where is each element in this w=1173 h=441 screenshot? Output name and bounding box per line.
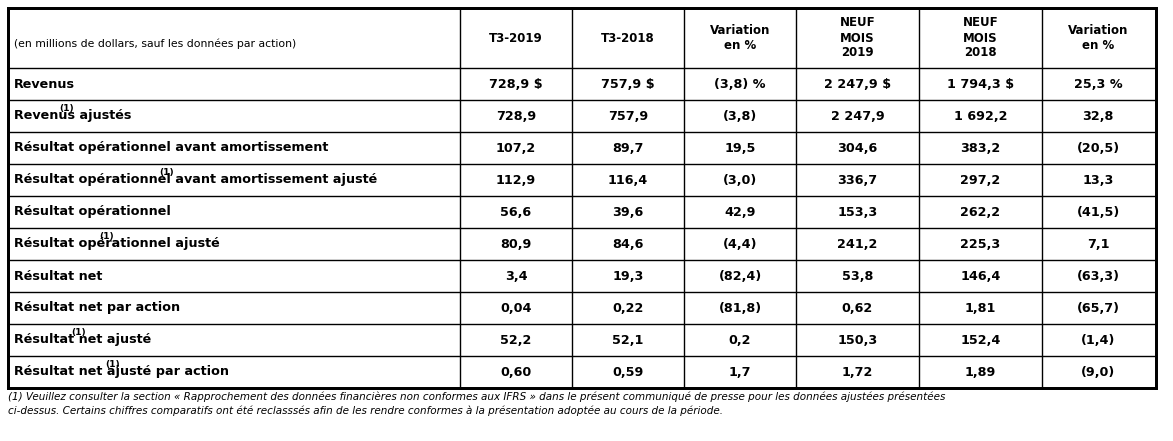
- Text: 1 692,2: 1 692,2: [954, 109, 1008, 123]
- Text: NEUF
MOIS
2018: NEUF MOIS 2018: [963, 16, 998, 60]
- Text: 1,81: 1,81: [965, 302, 996, 314]
- Text: (1): (1): [99, 232, 114, 242]
- Text: 757,9 $: 757,9 $: [602, 78, 655, 90]
- Text: 19,5: 19,5: [724, 142, 755, 154]
- Text: 19,3: 19,3: [612, 269, 644, 283]
- Bar: [8, 8, 1157, 388]
- Text: (82,4): (82,4): [718, 269, 761, 283]
- Text: 112,9: 112,9: [496, 173, 536, 187]
- Text: 53,8: 53,8: [842, 269, 873, 283]
- Text: 7,1: 7,1: [1086, 238, 1110, 250]
- Text: 52,2: 52,2: [501, 333, 531, 347]
- Text: 1,89: 1,89: [965, 366, 996, 378]
- Text: Résultat net: Résultat net: [14, 269, 102, 283]
- Text: 297,2: 297,2: [961, 173, 1001, 187]
- Text: 336,7: 336,7: [838, 173, 877, 187]
- Text: 304,6: 304,6: [838, 142, 877, 154]
- Text: Variation
en %: Variation en %: [710, 24, 771, 52]
- Text: 39,6: 39,6: [612, 206, 644, 218]
- Text: 107,2: 107,2: [496, 142, 536, 154]
- Text: NEUF
MOIS
2019: NEUF MOIS 2019: [840, 16, 875, 60]
- Text: 3,4: 3,4: [504, 269, 528, 283]
- Text: 1,7: 1,7: [728, 366, 751, 378]
- Text: (1) Veuillez consulter la section « Rapprochement des données financières non co: (1) Veuillez consulter la section « Rapp…: [8, 392, 945, 403]
- Text: 0,59: 0,59: [612, 366, 644, 378]
- Text: 42,9: 42,9: [724, 206, 755, 218]
- Text: 1,72: 1,72: [842, 366, 873, 378]
- Text: 89,7: 89,7: [612, 142, 644, 154]
- Text: (3,8) %: (3,8) %: [714, 78, 766, 90]
- Text: 25,3 %: 25,3 %: [1073, 78, 1123, 90]
- Text: ci-dessus. Certains chiffres comparatifs ont été reclasssés afin de les rendre c: ci-dessus. Certains chiffres comparatifs…: [8, 405, 723, 415]
- Text: 0,62: 0,62: [842, 302, 873, 314]
- Text: 0,22: 0,22: [612, 302, 644, 314]
- Text: 0,60: 0,60: [501, 366, 531, 378]
- Text: 150,3: 150,3: [838, 333, 877, 347]
- Text: (1): (1): [60, 105, 74, 113]
- Text: 241,2: 241,2: [838, 238, 877, 250]
- Text: Résultat opérationnel avant amortissement ajusté: Résultat opérationnel avant amortissemen…: [14, 173, 378, 187]
- Text: (1): (1): [106, 360, 120, 370]
- Text: 383,2: 383,2: [961, 142, 1001, 154]
- Text: 728,9 $: 728,9 $: [489, 78, 543, 90]
- Text: 153,3: 153,3: [838, 206, 877, 218]
- Text: 84,6: 84,6: [612, 238, 644, 250]
- Text: Variation
en %: Variation en %: [1067, 24, 1128, 52]
- Text: 0,2: 0,2: [728, 333, 751, 347]
- Text: (4,4): (4,4): [723, 238, 758, 250]
- Text: 32,8: 32,8: [1083, 109, 1113, 123]
- Text: 13,3: 13,3: [1083, 173, 1113, 187]
- Text: 146,4: 146,4: [961, 269, 1001, 283]
- Text: 0,04: 0,04: [500, 302, 531, 314]
- Text: (9,0): (9,0): [1080, 366, 1116, 378]
- Text: Revenus: Revenus: [14, 78, 75, 90]
- Text: 80,9: 80,9: [501, 238, 531, 250]
- Text: (41,5): (41,5): [1077, 206, 1119, 218]
- Text: 52,1: 52,1: [612, 333, 644, 347]
- Text: 2 247,9: 2 247,9: [830, 109, 884, 123]
- Text: Résultat opérationnel: Résultat opérationnel: [14, 206, 171, 218]
- Text: (20,5): (20,5): [1077, 142, 1119, 154]
- Text: (1,4): (1,4): [1080, 333, 1116, 347]
- Text: T3-2019: T3-2019: [489, 31, 543, 45]
- Text: (81,8): (81,8): [718, 302, 761, 314]
- Text: 152,4: 152,4: [961, 333, 1001, 347]
- Text: (3,8): (3,8): [723, 109, 757, 123]
- Text: Résultat net ajusté par action: Résultat net ajusté par action: [14, 366, 229, 378]
- Text: 116,4: 116,4: [608, 173, 649, 187]
- Text: (63,3): (63,3): [1077, 269, 1119, 283]
- Text: 225,3: 225,3: [961, 238, 1001, 250]
- Text: Résultat net par action: Résultat net par action: [14, 302, 181, 314]
- Text: (1): (1): [160, 168, 175, 177]
- Text: Résultat opérationnel ajusté: Résultat opérationnel ajusté: [14, 238, 219, 250]
- Text: 56,6: 56,6: [501, 206, 531, 218]
- Text: 262,2: 262,2: [961, 206, 1001, 218]
- Text: 1 794,3 $: 1 794,3 $: [947, 78, 1015, 90]
- Text: Revenus ajustés: Revenus ajustés: [14, 109, 131, 123]
- Text: 757,9: 757,9: [608, 109, 649, 123]
- Text: (3,0): (3,0): [723, 173, 757, 187]
- Text: 2 247,9 $: 2 247,9 $: [823, 78, 891, 90]
- Text: 728,9: 728,9: [496, 109, 536, 123]
- Text: (65,7): (65,7): [1077, 302, 1119, 314]
- Text: T3-2018: T3-2018: [601, 31, 655, 45]
- Text: (1): (1): [72, 329, 87, 337]
- Text: (en millions de dollars, sauf les données par action): (en millions de dollars, sauf les donnée…: [14, 39, 297, 49]
- Text: Résultat net ajusté: Résultat net ajusté: [14, 333, 151, 347]
- Text: Résultat opérationnel avant amortissement: Résultat opérationnel avant amortissemen…: [14, 142, 328, 154]
